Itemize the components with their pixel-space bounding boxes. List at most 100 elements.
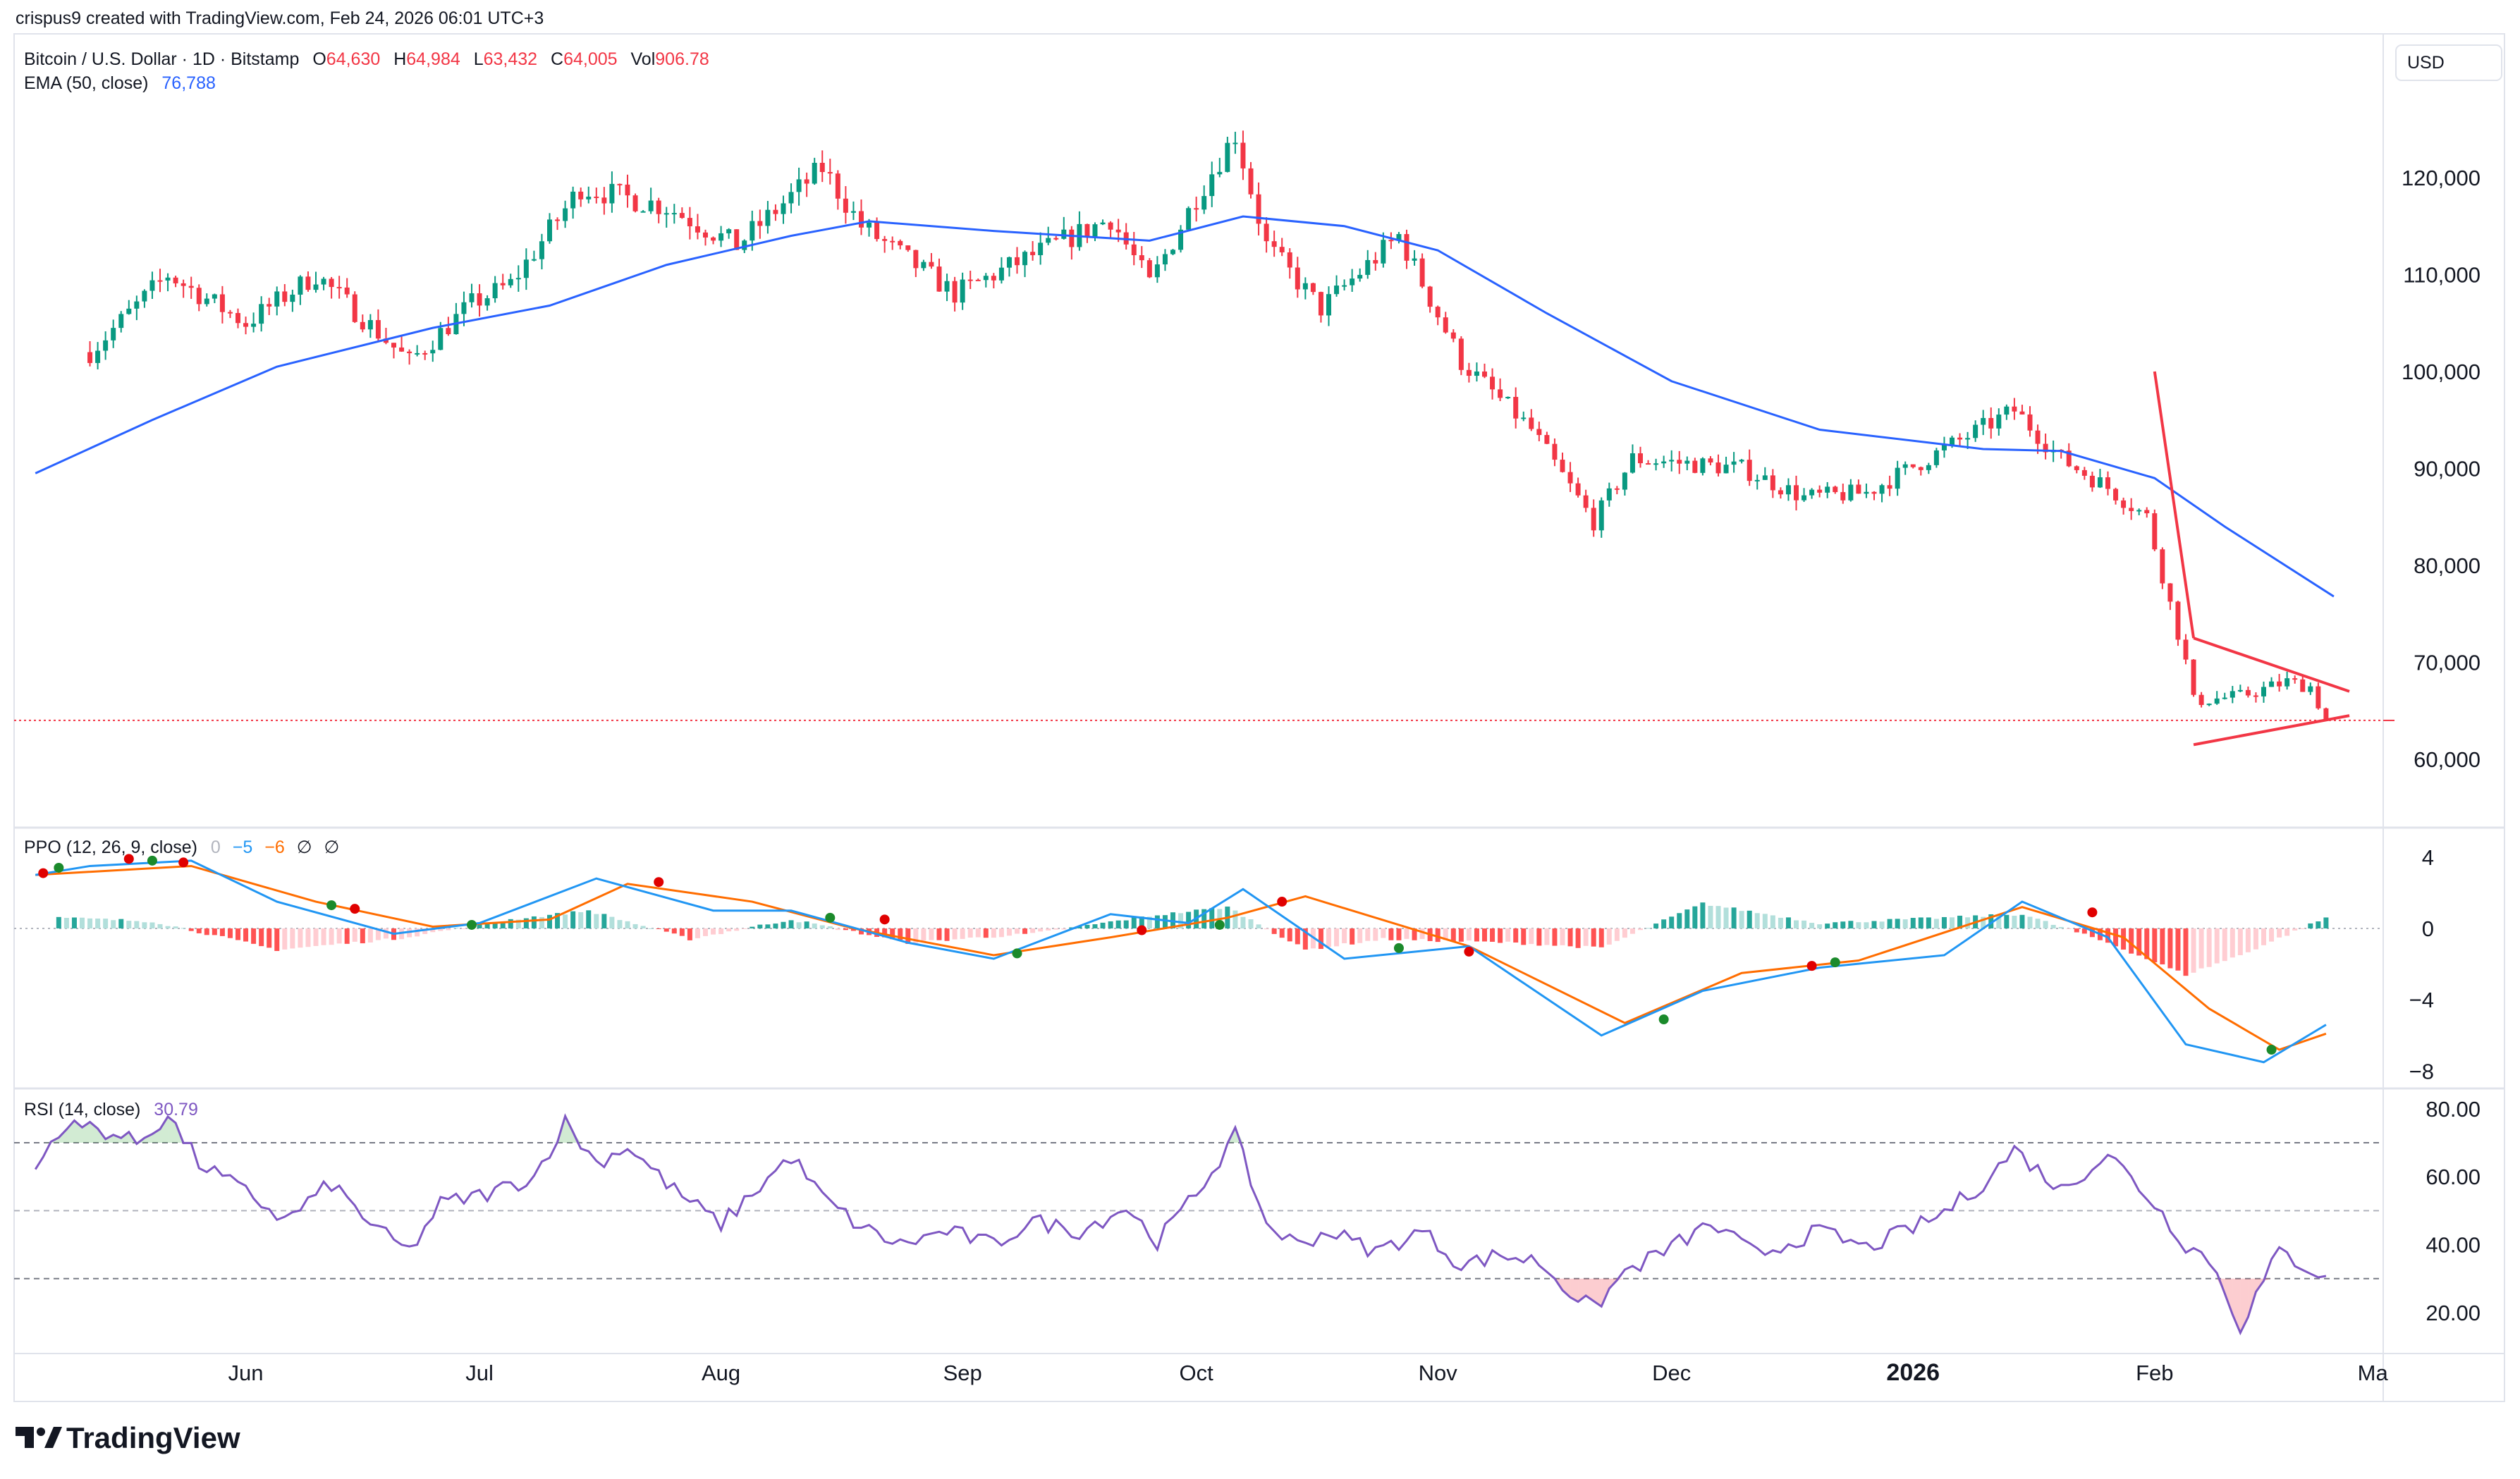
ppo-histogram-bar	[890, 928, 895, 940]
candle	[1996, 408, 2002, 436]
candle	[1536, 422, 1542, 441]
low-value: 63,432	[484, 49, 537, 69]
candle-body	[1427, 286, 1433, 307]
currency-badge[interactable]: USD	[2395, 44, 2502, 81]
ppo-histogram-bar	[750, 926, 755, 928]
candle	[1256, 182, 1261, 236]
ppo-histogram-bar	[1965, 917, 1971, 928]
candle	[484, 295, 490, 311]
ppo-cross-dot	[2087, 907, 2098, 918]
time-axis-label: Sep	[943, 1361, 982, 1385]
rsi-overbought-fill	[43, 1141, 51, 1143]
candle-body	[1513, 396, 1519, 419]
candle-body	[1575, 483, 1581, 496]
candle	[142, 289, 147, 308]
ppo-histogram-bar	[2129, 928, 2134, 954]
candle-body	[1879, 485, 1885, 494]
candle-body	[1139, 255, 1144, 261]
ppo-histogram-bar	[1131, 917, 1137, 928]
candle	[251, 312, 257, 333]
candle	[1794, 475, 1799, 511]
ppo-cross-dot	[1277, 897, 1287, 907]
candle-body	[95, 350, 101, 363]
tradingview-logo[interactable]: TradingView	[16, 1421, 240, 1454]
candle-body	[882, 239, 888, 241]
candle-body	[1933, 450, 1939, 465]
ppo-histogram-bar	[1856, 922, 1861, 928]
candle	[1357, 268, 1363, 282]
candle	[415, 345, 420, 357]
candle	[2043, 433, 2048, 460]
candle-body	[2004, 406, 2010, 415]
ppo-histogram-bar	[492, 922, 498, 928]
ppo-histogram-bar	[2253, 928, 2258, 950]
candle-body	[1482, 371, 1487, 377]
candle	[1271, 231, 1277, 257]
candle-body	[1544, 435, 1550, 444]
rsi-pane[interactable]	[14, 1113, 2383, 1336]
ppo-histogram-bar	[983, 928, 989, 938]
ppo-histogram-bar	[586, 910, 592, 928]
candle-body	[1326, 294, 1331, 316]
ppo-histogram-bar	[1084, 924, 1090, 928]
ppo-histogram-bar	[2222, 928, 2227, 962]
candle-body	[1474, 371, 1479, 376]
candle	[1856, 479, 1861, 494]
candle-body	[1895, 467, 1900, 489]
candle	[1365, 250, 1371, 279]
candle-body	[2160, 549, 2165, 584]
rsi-overbought-fill	[66, 1120, 75, 1143]
candle	[819, 150, 825, 183]
ppo-histogram-bar	[594, 914, 599, 928]
candle	[1419, 253, 1425, 288]
candle	[711, 236, 716, 245]
candle	[1482, 363, 1487, 379]
ppo-histogram-bar	[1802, 920, 1807, 928]
candle-body	[173, 277, 178, 283]
candle	[601, 187, 607, 215]
candle-body	[305, 276, 311, 290]
ppo-histogram-bar	[126, 921, 132, 928]
ppo-histogram-bar	[726, 928, 732, 932]
ppo-histogram-bar	[134, 921, 140, 928]
candle-body	[196, 288, 202, 305]
ppo-histogram-bar	[1529, 928, 1534, 945]
rsi-overbought-fill	[144, 1134, 152, 1143]
candle	[173, 275, 178, 288]
candle-body	[2214, 698, 2220, 704]
candle-body	[859, 211, 864, 228]
ppo-histogram-bar	[1326, 928, 1331, 947]
ppo-cross-dot	[38, 868, 49, 878]
candle-body	[2198, 694, 2204, 706]
candle	[1264, 217, 1269, 253]
ppo-legend-label[interactable]: PPO (12, 26, 9, close)	[24, 837, 197, 857]
candle-body	[2144, 510, 2150, 514]
candle	[2074, 465, 2079, 474]
candle-body	[2081, 470, 2087, 476]
candle-body	[687, 218, 692, 227]
candle	[2152, 509, 2158, 551]
rsi-legend-label[interactable]: RSI (14, close)	[24, 1100, 140, 1119]
ppo-pane[interactable]	[14, 854, 2383, 1064]
ppo-histogram-bar	[1342, 928, 1347, 944]
candle-body	[1264, 223, 1269, 242]
symbol-title[interactable]: Bitcoin / U.S. Dollar · 1D · Bitstamp	[24, 49, 299, 69]
ppo-histogram-bar	[1092, 924, 1098, 928]
ema-legend-label[interactable]: EMA (50, close)	[24, 73, 148, 93]
candle	[539, 233, 544, 270]
candle	[492, 276, 498, 303]
candle-body	[1988, 417, 1994, 429]
candle-body	[1256, 194, 1261, 224]
rsi-overbought-fill	[168, 1117, 176, 1143]
candle-body	[1910, 464, 1916, 467]
candle	[469, 283, 475, 308]
ppo-histogram-bar	[1988, 914, 1994, 928]
main-pane[interactable]	[14, 130, 2383, 747]
ppo-histogram-bar	[2237, 928, 2243, 955]
candle-body	[212, 294, 217, 299]
ppo-histogram-bar	[742, 928, 747, 929]
candle	[718, 226, 724, 247]
candle	[2253, 692, 2258, 703]
ppo-histogram-bar	[80, 917, 85, 928]
candle	[267, 297, 272, 315]
